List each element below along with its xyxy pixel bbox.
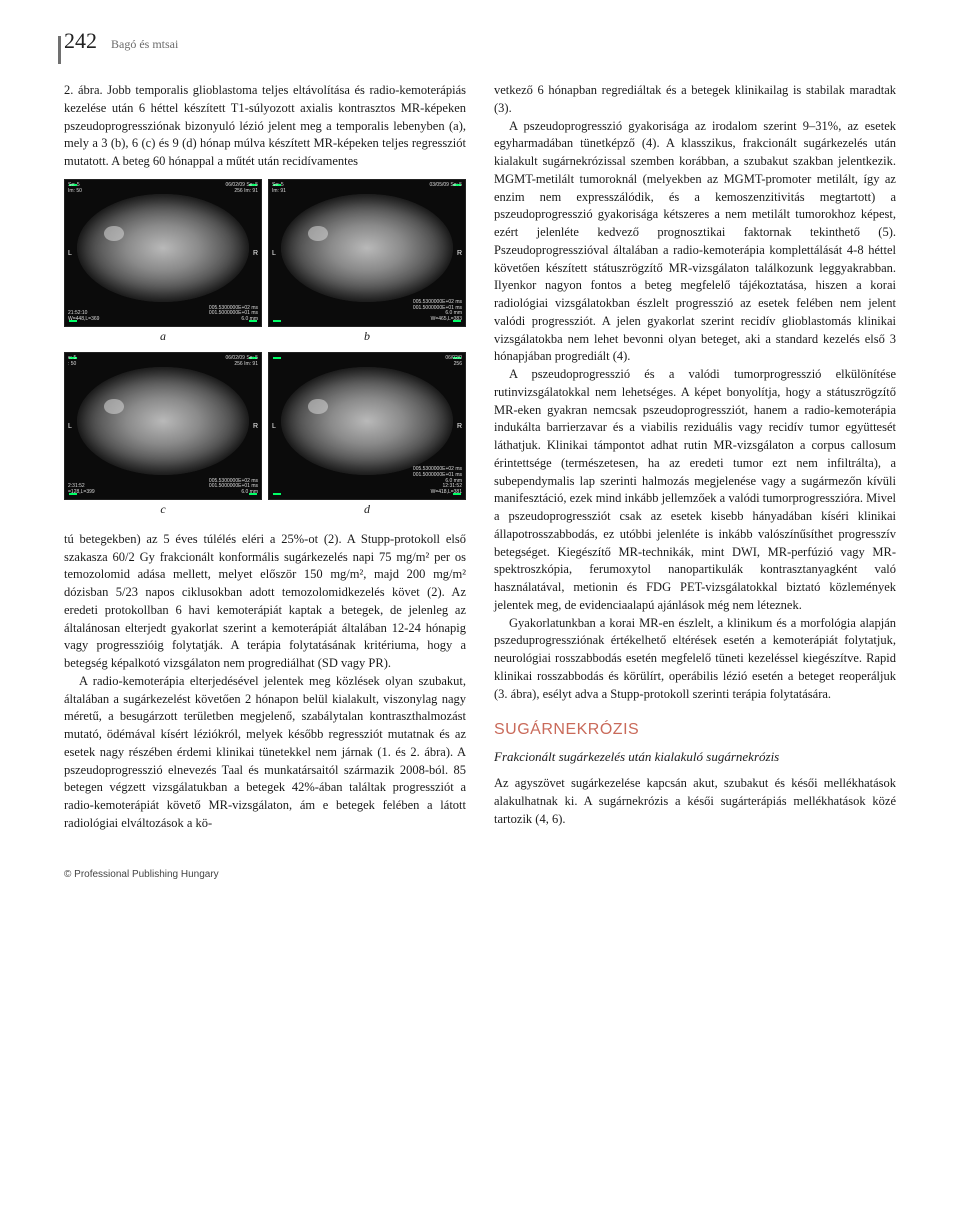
header-decoration (58, 36, 61, 64)
mri-overlay-text: Se: 5 Im: 91 (272, 183, 286, 195)
body-paragraph: A pszeudoprogresszió gyakorisága az irod… (494, 118, 896, 367)
mri-overlay-text: 06/02/09 Se: 5 256 Im: 91 (225, 356, 258, 368)
running-head: Bagó és mtsai (111, 37, 178, 52)
mri-image-c: LR e: 5 : 50 06/02/09 Se: 5 256 Im: 91 2… (64, 352, 262, 500)
section-heading: SUGÁRNEKRÓZIS (494, 721, 896, 739)
mri-overlay-text: 06/02/09 Se: 5 256 Im: 91 (225, 183, 258, 195)
mri-image-a: LR Se: 5 Im: 50 06/02/09 Se: 5 256 Im: 9… (64, 179, 262, 327)
mri-overlay-text: 21:52:10 W=448,L=369 (68, 311, 99, 323)
mri-overlay-text: 03/05/09 Se: 5 (429, 183, 462, 189)
mri-overlay-text: Se: 5 Im: 50 (68, 183, 82, 195)
page-footer: © Professional Publishing Hungary (64, 869, 896, 880)
mri-overlay-text: 005.5300000E+02 ms 001.5000000E+01 ms 6.… (413, 300, 462, 323)
figure-label-c: c (64, 502, 262, 517)
figure-label-a: a (64, 329, 262, 344)
figure-caption: 2. ábra. Jobb temporalis glioblastoma te… (64, 82, 466, 171)
right-column: vetkező 6 hónapban regrediáltak és a bet… (494, 82, 896, 833)
mri-overlay-text: e: 5 : 50 (68, 356, 76, 368)
body-paragraph: A radio-kemoterápia elterjedésével jelen… (64, 673, 466, 833)
subsection-heading: Frakcionált sugárkezelés után kialakuló … (494, 749, 896, 765)
mri-image-d: LR 06/02/0 256 005.5300000E+02 ms 001.50… (268, 352, 466, 500)
mri-overlay-text: 005.5300000E+02 ms 001.5000000E+01 ms 6.… (209, 306, 258, 323)
figure-label-d: d (268, 502, 466, 517)
mri-overlay-text: 06/02/0 256 (445, 356, 462, 368)
body-paragraph: Az agyszövet sugárkezelése kapcsán akut,… (494, 775, 896, 828)
mri-overlay-text: 005.5300000E+02 ms 001.5000000E+01 ms 6.… (413, 467, 462, 496)
figure-2: LR Se: 5 Im: 50 06/02/09 Se: 5 256 Im: 9… (64, 179, 466, 517)
body-paragraph: tú betegekben) az 5 éves túlélés eléri a… (64, 531, 466, 673)
body-paragraph: Gyakorlatunkban a korai MR-en észlelt, a… (494, 615, 896, 704)
mri-overlay-text: 005.5300000E+02 ms 001.5000000E+01 ms 6.… (209, 479, 258, 496)
body-paragraph: vetkező 6 hónapban regrediáltak és a bet… (494, 82, 896, 118)
body-paragraph: A pszeudoprogresszió és a valódi tumorpr… (494, 366, 896, 615)
mri-overlay-text: 2:31:52 =128,L=399 (68, 484, 95, 496)
figure-label-b: b (268, 329, 466, 344)
page-number: 242 (64, 28, 97, 54)
left-column: 2. ábra. Jobb temporalis glioblastoma te… (64, 82, 466, 833)
mri-image-b: LR Se: 5 Im: 91 03/05/09 Se: 5 005.53000… (268, 179, 466, 327)
